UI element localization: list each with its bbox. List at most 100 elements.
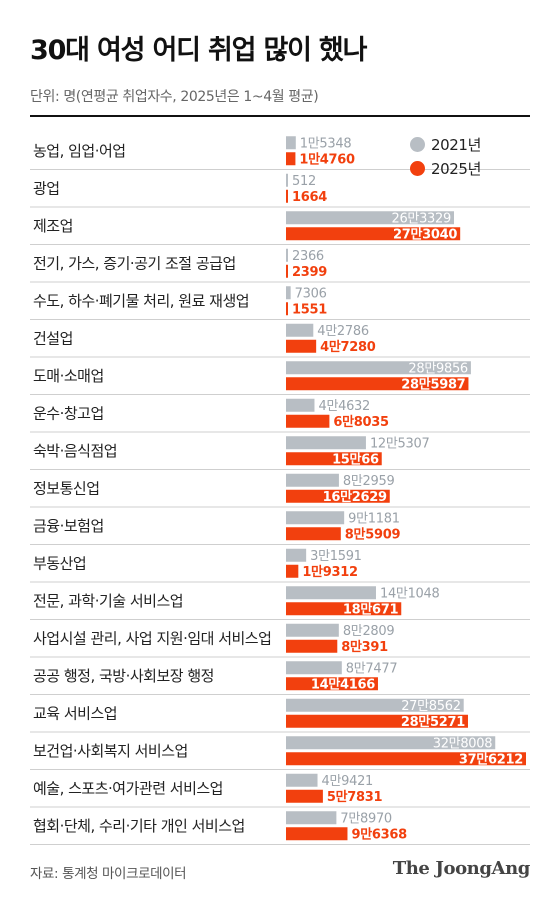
category-label: 예술, 스포츠·여가관련 서비스업 <box>33 779 223 797</box>
bar-2021 <box>286 436 366 450</box>
value-label-2025: 27만3040 <box>393 226 457 242</box>
legend-swatch-2021 <box>410 136 425 152</box>
value-label-2025: 28만5987 <box>401 376 465 392</box>
legend-swatch-2025 <box>410 160 425 176</box>
value-label-2021: 3만1591 <box>310 549 362 564</box>
bar-2021 <box>286 773 318 787</box>
bar-2025 <box>286 752 526 766</box>
chart-unit-note: 단위: 명(연평균 취업자수, 2025년은 1~4월 평균) <box>30 89 319 105</box>
value-label-2021: 4만2786 <box>317 324 369 339</box>
source-note: 자료: 통계청 마이크로데이터 <box>30 866 187 882</box>
bar-2021 <box>286 736 496 750</box>
bar-2021 <box>286 286 291 300</box>
value-label-2025: 8만391 <box>341 639 388 655</box>
bar-2021 <box>286 323 314 337</box>
value-label-2025: 37만6212 <box>459 751 523 767</box>
bar-2021 <box>286 361 471 375</box>
value-label-2025: 1만9312 <box>302 564 357 580</box>
bar-2021 <box>286 548 307 562</box>
category-label: 공공 행정, 국방·사회보장 행정 <box>33 667 214 685</box>
bar-2021 <box>286 511 345 525</box>
bar-2025 <box>286 602 402 616</box>
bar-2025 <box>286 489 390 503</box>
bar-2021 <box>286 586 376 600</box>
bar-2021 <box>286 698 464 712</box>
value-label-2021: 12만5307 <box>370 436 430 451</box>
bar-2025 <box>286 264 288 278</box>
bar-2025 <box>286 827 348 841</box>
bar-2021 <box>286 173 288 187</box>
value-label-2025: 1만4760 <box>299 151 355 167</box>
category-label: 전기, 가스, 증기·공기 조절 공급업 <box>33 254 236 272</box>
value-label-2025: 8만5909 <box>345 526 401 542</box>
legend-item-2025: 2025년 <box>410 156 540 180</box>
value-label-2025: 4만7280 <box>320 339 376 355</box>
value-label-2021: 8만2959 <box>343 474 395 489</box>
bar-2025 <box>286 527 341 541</box>
bar-2021 <box>286 211 454 225</box>
value-label-2021: 32만8008 <box>433 736 493 751</box>
bar-2025 <box>286 227 461 241</box>
bar-2025 <box>286 377 469 391</box>
value-label-2021: 7만8970 <box>340 811 392 826</box>
bar-2025 <box>286 339 317 353</box>
category-label: 운수·창고업 <box>33 404 104 422</box>
category-label: 사업시설 관리, 사업 지원·임대 서비스업 <box>33 629 271 647</box>
value-label-2021: 14만1048 <box>380 586 440 601</box>
category-label: 금융·보험업 <box>33 517 104 535</box>
bar-2025 <box>286 789 323 803</box>
value-label-2021: 27만8562 <box>401 699 461 714</box>
value-label-2025: 1664 <box>292 190 327 205</box>
value-label-2021: 8만2809 <box>343 624 395 639</box>
value-label-2025: 5만7831 <box>327 789 383 805</box>
bar-2021 <box>286 248 288 262</box>
value-label-2025: 16만2629 <box>323 489 387 505</box>
legend-item-2021: 2021년 <box>410 132 540 156</box>
category-label: 광업 <box>33 179 60 197</box>
value-label-2021: 9만1181 <box>348 511 400 526</box>
value-label-2021: 4만9421 <box>322 774 374 789</box>
bar-2021 <box>286 398 315 412</box>
value-label-2025: 14만4166 <box>311 676 375 692</box>
category-label: 교육 서비스업 <box>33 704 117 722</box>
bar-2021 <box>286 473 339 487</box>
bar-2025 <box>286 564 299 578</box>
legend: 2021년 2025년 <box>410 132 540 180</box>
value-label-2021: 28만9856 <box>408 361 468 376</box>
category-label: 농업, 임업·어업 <box>33 142 126 160</box>
value-label-2025: 6만8035 <box>333 414 389 430</box>
category-label: 부동산업 <box>33 554 86 572</box>
bar-2025 <box>286 414 330 428</box>
value-label-2025: 9만6368 <box>351 826 407 842</box>
category-label: 제조업 <box>33 217 73 235</box>
value-label-2025: 28만5271 <box>401 714 465 730</box>
bar-2025 <box>286 152 296 166</box>
category-label: 숙박·음식점업 <box>33 442 117 460</box>
value-label-2021: 7306 <box>295 286 327 301</box>
value-label-2021: 4만4632 <box>318 399 370 414</box>
value-label-2021: 2366 <box>292 249 324 264</box>
value-label-2025: 2399 <box>292 265 327 280</box>
bar-2025 <box>286 452 382 466</box>
chart-title: 30대 여성 어디 취업 많이 했나 <box>30 35 367 66</box>
bar-2025 <box>286 189 288 203</box>
top-rule <box>30 115 530 117</box>
value-label-2025: 18만671 <box>343 601 399 617</box>
value-label-2021: 1만5348 <box>300 136 352 151</box>
category-label: 수도, 하수·폐기물 처리, 원료 재생업 <box>33 292 249 310</box>
bar-2021 <box>286 623 339 637</box>
category-label: 전문, 과학·기술 서비스업 <box>33 592 183 610</box>
value-label-2021: 8만7477 <box>346 661 398 676</box>
legend-label-2021: 2021년 <box>431 135 481 154</box>
category-label: 건설업 <box>33 329 73 347</box>
bar-2025 <box>286 302 288 316</box>
value-label-2025: 15만66 <box>332 451 379 467</box>
bar-2021 <box>286 811 337 825</box>
category-label: 도매·소매업 <box>33 367 104 385</box>
brand-logo: The JoongAng <box>392 858 531 879</box>
category-label: 협회·단체, 수리·기타 개인 서비스업 <box>33 817 245 835</box>
bar-2025 <box>286 714 468 728</box>
legend-label-2025: 2025년 <box>431 159 481 178</box>
bar-2021 <box>286 661 342 675</box>
